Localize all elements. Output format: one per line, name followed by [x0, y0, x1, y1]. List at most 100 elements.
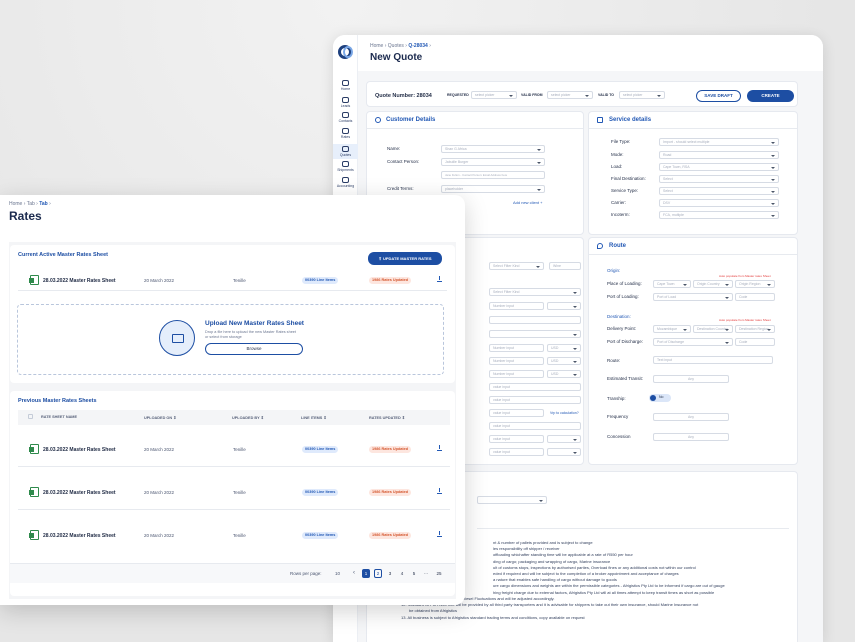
name-select[interactable]: Shan G Africa	[441, 145, 545, 153]
file-type-select[interactable]: Import - should select multiple	[659, 138, 779, 146]
rates-breadcrumb-home[interactable]: Home	[9, 201, 23, 207]
final-destination-select[interactable]: Select	[659, 175, 779, 183]
breadcrumb-home[interactable]: Home	[370, 43, 384, 49]
value-input-4[interactable]: value input	[489, 422, 581, 430]
table-row[interactable]: 28.03.2022 Master Rates Sheet 20 March 2…	[18, 429, 450, 467]
col-rates-updated[interactable]: RATES UPDATED ⇕	[369, 416, 405, 420]
sidebar-item-accounting[interactable]: Accounting	[333, 177, 358, 188]
sheet-name[interactable]: 28.03.2022 Master Rates Sheet	[43, 533, 116, 539]
text-input-1[interactable]	[489, 316, 581, 324]
download-icon[interactable]	[437, 445, 442, 451]
origin-region-select[interactable]: Origin Region	[735, 280, 775, 288]
filter-select-b[interactable]: Select Filter Kind	[489, 288, 581, 296]
wine-input[interactable]: Wine	[549, 262, 581, 270]
download-icon[interactable]	[437, 276, 442, 282]
contact-label: Contact Person:	[387, 159, 420, 164]
origin-note: Auto populate from Master rates Sheet	[719, 274, 771, 278]
port-of-discharge-select[interactable]: Port of Discharge	[653, 338, 733, 346]
current-sheet-name[interactable]: 28.03.2022 Master Rates Sheet	[43, 278, 116, 284]
discharge-code-input[interactable]: Code	[735, 338, 775, 346]
filter-select-a[interactable]: Select Filter Kind	[489, 262, 544, 270]
update-master-rates-button[interactable]: ⇪ UPDATE MASTER RATES	[368, 252, 442, 265]
sidebar-item-rates[interactable]: Rates	[333, 128, 358, 139]
line-items-badge: 00390 Line Items	[302, 446, 339, 453]
value-input-1[interactable]: value input	[489, 383, 581, 391]
select-c[interactable]	[489, 330, 581, 338]
sidebar-item-shipments[interactable]: Shipments	[333, 161, 358, 172]
incoterm-select[interactable]: FCA, multiple	[659, 211, 779, 219]
value-input-2[interactable]: value input	[489, 396, 581, 404]
select-all-checkbox[interactable]	[28, 414, 33, 419]
port-of-loading-select[interactable]: Port of Load	[653, 293, 733, 301]
place-of-loading-label: Place of Loading:	[607, 281, 642, 286]
page-4[interactable]: 4	[400, 571, 404, 576]
tranship-toggle[interactable]: No	[649, 394, 671, 402]
number-input-1[interactable]: Number input	[489, 302, 544, 310]
currency-select-3[interactable]: USD	[547, 370, 581, 378]
pagination-bar: Rows per page: 10 ‹ 1 2 3 4 5 ··· 25	[10, 563, 455, 583]
service-type-select[interactable]: Select	[659, 187, 779, 195]
loading-code-input[interactable]: Code	[735, 293, 775, 301]
col-uploaded-on[interactable]: UPLOADED ON ⇕	[144, 416, 177, 420]
col-rate-sheet-name[interactable]: RATE SHEET NAME	[41, 415, 78, 419]
browse-button[interactable]: Browse	[205, 343, 303, 355]
page-5[interactable]: 5	[412, 571, 416, 576]
sidebar-item-home[interactable]: Home	[333, 80, 358, 91]
currency-select-1[interactable]: USD	[547, 344, 581, 352]
unit-select-1[interactable]	[547, 302, 581, 310]
number-input-2[interactable]: Number input	[489, 344, 544, 352]
carrier-select[interactable]: DSV	[659, 199, 779, 207]
place-of-loading-select[interactable]: Cape Town	[653, 280, 691, 288]
requested-picker[interactable]: select picker	[471, 91, 517, 99]
value-input-5[interactable]: value input	[489, 435, 544, 443]
upload-dropzone[interactable]: Upload New Master Rates Sheet Drop a fil…	[17, 304, 444, 375]
number-input-3[interactable]: Number input	[489, 357, 544, 365]
value-input-6[interactable]: value input	[489, 448, 544, 456]
route-input[interactable]: Text input	[653, 356, 773, 364]
prev-page-icon[interactable]: ‹	[353, 570, 355, 576]
sheet-name[interactable]: 28.03.2022 Master Rates Sheet	[43, 447, 116, 453]
page-25[interactable]: 25	[436, 571, 442, 576]
add-client-link[interactable]: Add new client +	[513, 200, 543, 205]
mode-select[interactable]: Road	[659, 151, 779, 159]
sidebar-item-quotes[interactable]: Quotes	[333, 144, 358, 159]
rows-per-page-select[interactable]: 10	[335, 571, 341, 576]
table-row[interactable]: 28.03.2022 Master Rates Sheet 20 March 2…	[18, 515, 450, 553]
col-uploaded-by[interactable]: UPLOADED BY ⇕	[232, 416, 264, 420]
page-3[interactable]: 3	[388, 571, 392, 576]
breadcrumb-quotes[interactable]: Quotes	[387, 43, 404, 49]
estimated-transit-input[interactable]: Any	[653, 375, 729, 383]
sheet-name[interactable]: 28.03.2022 Master Rates Sheet	[43, 490, 116, 496]
terms-select[interactable]	[477, 496, 547, 504]
valid-to-picker[interactable]: select picker	[619, 91, 665, 99]
currency-select-2[interactable]: USD	[547, 357, 581, 365]
page-1[interactable]: 1	[362, 569, 370, 578]
table-row[interactable]: 28.03.2022 Master Rates Sheet 20 March 2…	[18, 472, 450, 510]
load-select[interactable]: Cape Town, RSA	[659, 163, 779, 171]
calculation-link[interactable]: Vrp to calculation?	[550, 411, 579, 415]
download-icon[interactable]	[437, 531, 442, 537]
rates-breadcrumb-tab[interactable]: Tab	[26, 201, 35, 207]
frequency-input[interactable]: Any	[653, 413, 729, 421]
concession-input[interactable]: Any	[653, 433, 729, 441]
col-line-items[interactable]: LINE ITEMS ⇕	[301, 416, 327, 420]
sidebar-item-leads[interactable]: Leads	[333, 97, 358, 108]
select-d[interactable]	[547, 435, 581, 443]
credit-terms-select[interactable]: placeholder	[441, 185, 545, 193]
select-e[interactable]	[547, 448, 581, 456]
sheet-uploader: Tenille	[233, 447, 246, 452]
number-input-4[interactable]: Number input	[489, 370, 544, 378]
page-2[interactable]: 2	[374, 569, 382, 578]
contact-select[interactable]: Jabulile Burger	[441, 158, 545, 166]
destination-country-select[interactable]: Destination Country	[693, 325, 733, 333]
origin-country-select[interactable]: Origin Country	[693, 280, 733, 288]
value-input-3[interactable]: value input	[489, 409, 544, 417]
destination-region-select[interactable]: Destination Region	[735, 325, 775, 333]
delivery-point-label: Delivery Point:	[607, 326, 637, 331]
valid-from-picker[interactable]: select picker	[547, 91, 593, 99]
sidebar-item-contacts[interactable]: Contacts	[333, 112, 358, 123]
save-draft-button[interactable]: SAVE DRAFT	[696, 90, 741, 102]
delivery-point-select[interactable]: Mozambique	[653, 325, 691, 333]
download-icon[interactable]	[437, 488, 442, 494]
create-button[interactable]: CREATE	[747, 90, 794, 102]
